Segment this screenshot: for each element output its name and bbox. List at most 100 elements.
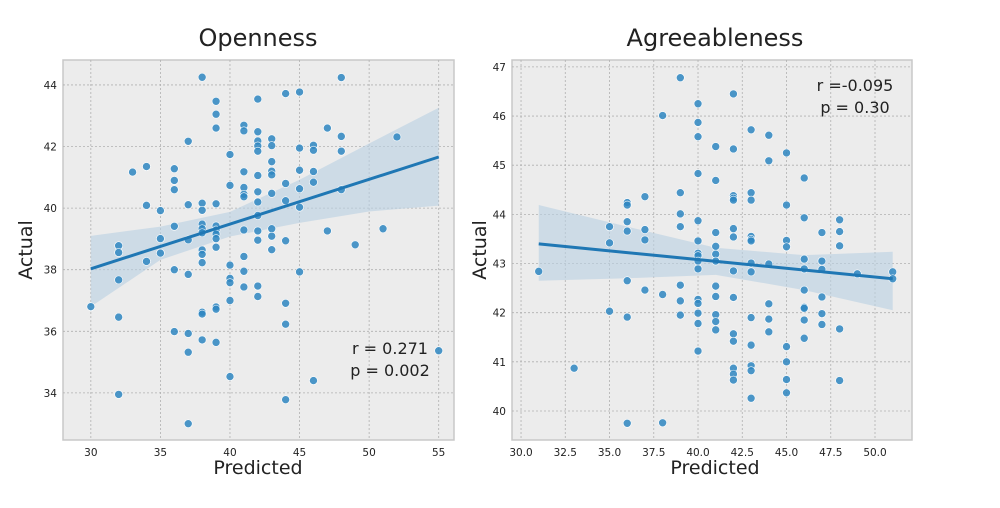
data-point [253,292,263,301]
data-point [676,310,685,320]
data-point [128,167,137,177]
data-point [323,123,332,133]
data-point [729,224,738,233]
data-point [183,347,193,357]
data-point [170,176,179,185]
data-point [170,265,179,275]
data-point [239,282,249,292]
data-point [799,285,809,295]
data-point [693,346,703,356]
data-point [746,125,756,135]
data-point [746,313,756,322]
data-point [835,227,844,236]
data-point [622,226,632,236]
data-point [817,320,827,329]
data-point [225,260,235,270]
data-point [281,236,290,246]
data-point [676,280,685,290]
data-point [658,418,667,428]
openness-title: Openness [198,24,317,52]
data-point [534,267,544,276]
data-point [295,143,304,153]
data-point [253,226,263,236]
data-point [729,89,738,99]
data-point [267,245,277,254]
data-point [197,205,207,215]
x-tick-label: 40.0 [686,447,709,459]
data-point [281,179,290,188]
x-tick-label: 32.5 [554,447,577,459]
agreeableness-annotation-r: r =-0.095 [817,76,894,95]
data-point [782,388,791,398]
openness-ylabel: Actual [15,220,37,280]
data-point [211,304,221,314]
data-point [622,200,632,210]
y-tick-label: 38 [44,265,57,277]
data-point [253,187,263,197]
data-point [746,236,756,246]
y-tick-label: 43 [493,259,506,271]
x-tick-label: 50 [362,447,375,459]
x-tick-label: 40 [223,447,236,459]
data-point [114,248,123,257]
data-point [782,242,791,252]
y-tick-label: 47 [493,62,506,74]
data-point [711,292,721,301]
data-point [183,329,193,338]
data-point [378,224,388,234]
data-point [197,258,207,267]
y-tick-label: 46 [493,111,507,123]
data-point [183,419,193,428]
regression-line [90,155,440,271]
data-point [711,142,721,151]
data-point [835,376,844,385]
data-point [746,366,756,375]
agreeableness-axes: 30.0 32.5 35.0 37.5 40.0 42.5 45.0 47.5 50.0 40 41… [493,59,913,459]
data-point [336,73,346,82]
data-point [569,363,579,373]
data-point [817,228,827,237]
regression-line [538,242,893,281]
data-point [711,281,721,291]
openness-annotation-r: r = 0.271 [352,339,428,358]
data-point [267,231,277,241]
data-point [782,342,791,351]
data-point [156,248,165,258]
data-point [817,256,827,266]
agreeableness-title: Agreeableness [627,24,804,52]
data-point [211,109,221,119]
data-point [711,325,721,335]
data-point [693,99,703,109]
data-point [183,270,193,279]
data-point [817,292,827,302]
data-point [622,276,632,286]
x-tick-label: 30 [84,447,97,459]
data-point [693,236,703,246]
data-point [267,141,277,150]
data-point [799,315,809,325]
x-tick-label: 42.5 [731,447,754,459]
openness-plot: 30 35 40 45 50 55 34 36 38 40 42 44 Openness Predic… [15,24,455,479]
data-point [309,145,318,155]
data-point [253,94,263,104]
data-point [729,195,738,205]
x-tick-label: 35 [154,447,167,459]
agreeableness-ylabel: Actual [469,220,491,280]
data-point [782,200,791,210]
data-point [392,132,402,142]
y-tick-label: 40 [493,406,506,418]
data-point [225,372,235,381]
data-point [295,87,304,97]
data-point [156,206,165,215]
data-point [281,89,290,98]
data-point [197,335,207,345]
y-tick-label: 36 [44,326,58,338]
data-point [239,126,249,136]
data-point [782,148,791,158]
data-point [799,173,809,183]
agreeableness-xlabel: Predicted [670,457,759,479]
data-point [211,199,221,209]
data-point [211,96,221,106]
data-point [693,169,703,178]
